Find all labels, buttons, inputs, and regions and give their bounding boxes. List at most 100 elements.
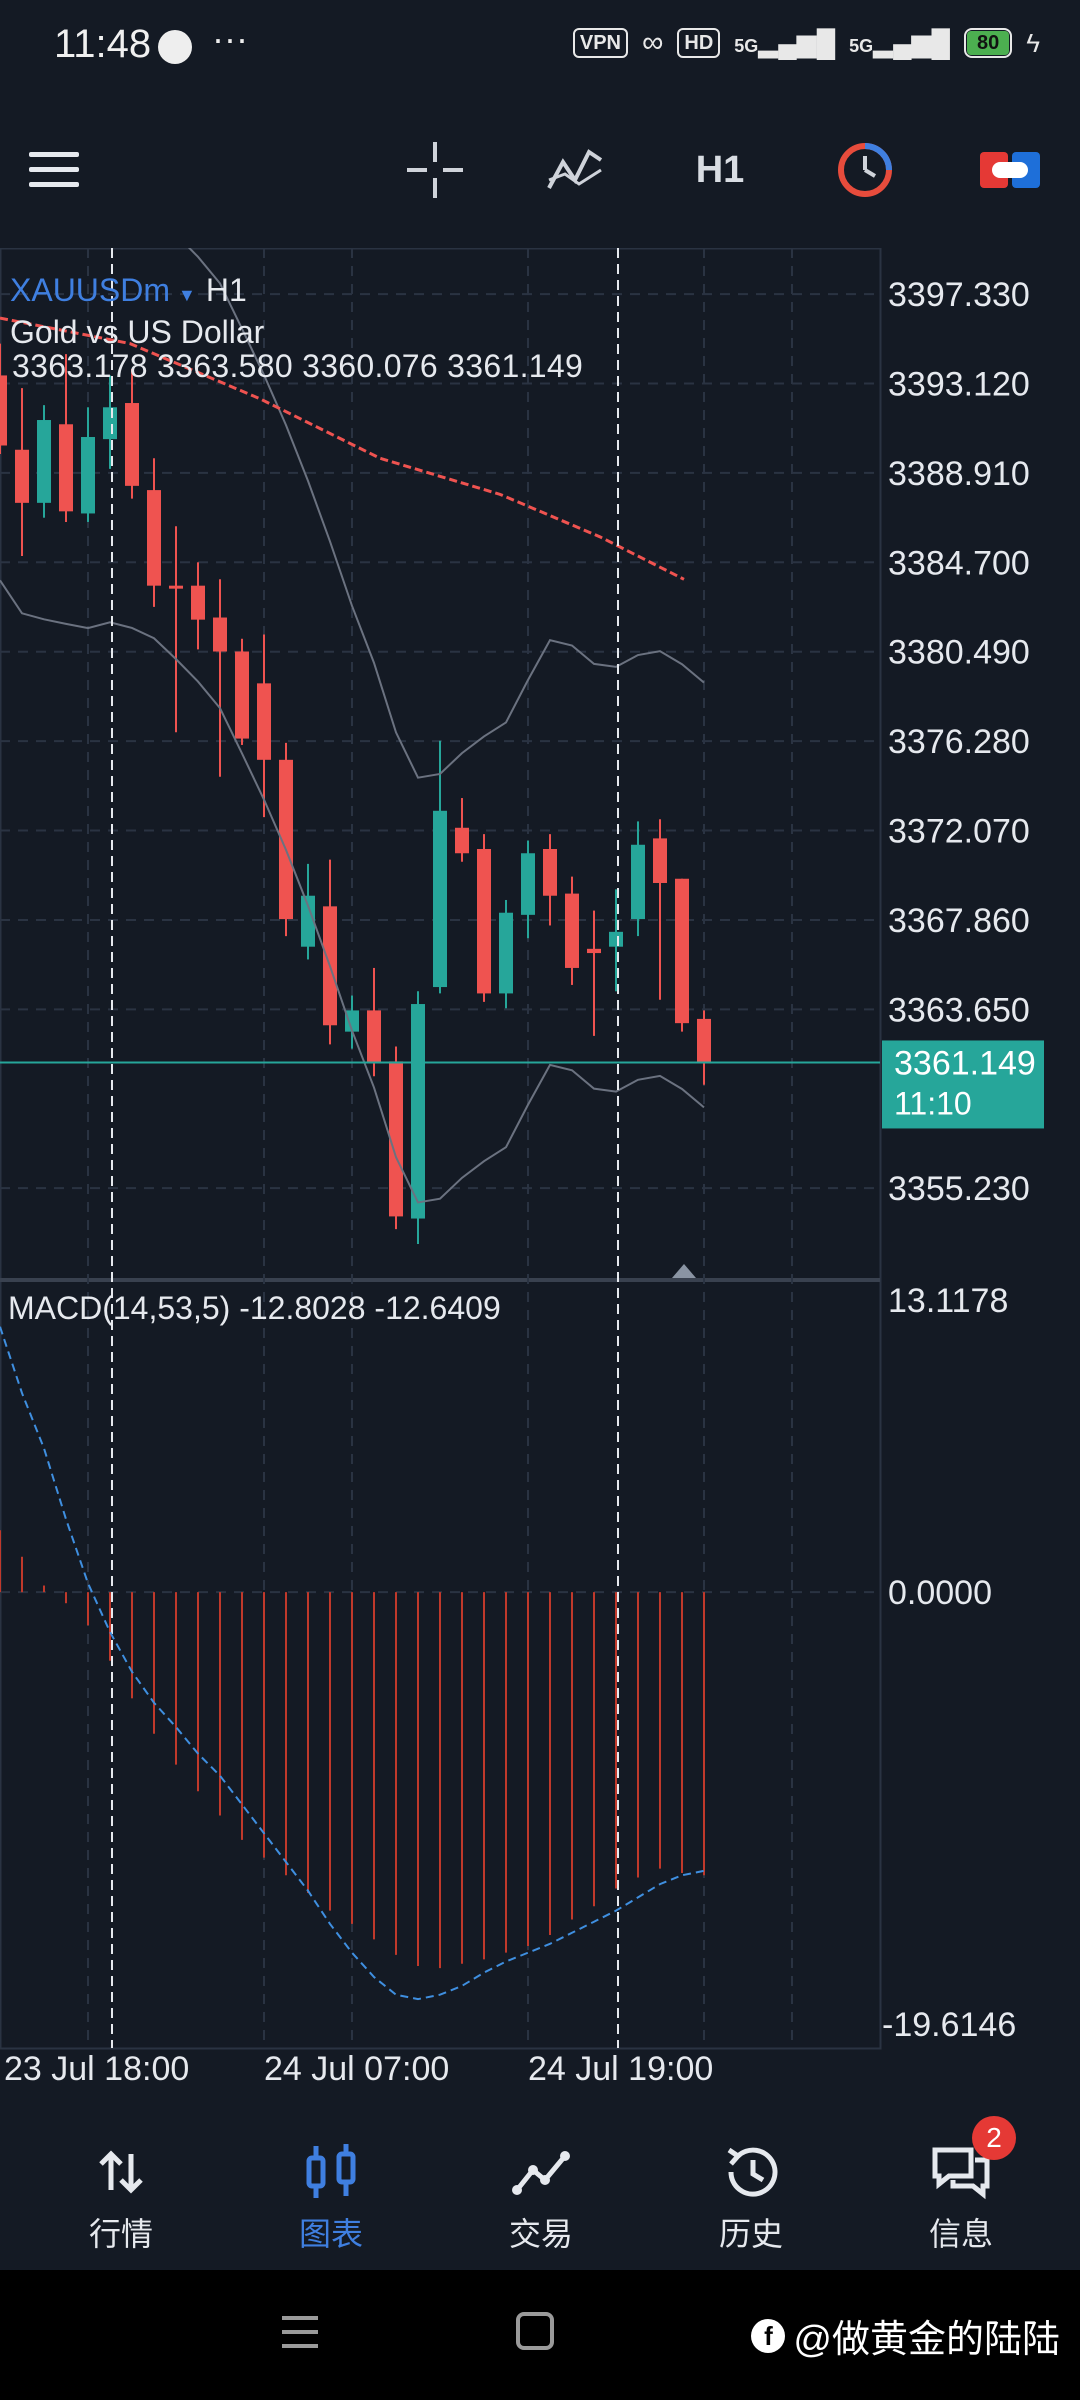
status-bar: 11:48 ··· VPN ∞ HD 5G▂▄▆█ 5G▂▄▆█ 80 ϟ — [0, 0, 1080, 100]
bear-candle[interactable] — [697, 1018, 711, 1064]
upper-band-line — [187, 248, 705, 779]
price-axis-label: 3367.860 — [888, 902, 1030, 940]
symbol-name[interactable]: XAUUSDm — [10, 272, 171, 308]
bull-candle[interactable] — [521, 853, 535, 915]
charging-icon: ϟ — [1026, 27, 1040, 58]
bear-candle[interactable] — [279, 759, 293, 920]
status-indicators: VPN ∞ HD 5G▂▄▆█ 5G▂▄▆█ 80 ϟ — [572, 26, 1040, 60]
crosshair-icon — [407, 142, 463, 198]
chart-icon — [306, 2144, 356, 2198]
bear-candle[interactable] — [235, 651, 249, 739]
bear-candle[interactable] — [389, 1061, 403, 1217]
chart-toolbar: H1 — [0, 110, 1080, 230]
nav-trade-label: 交易 — [508, 2216, 573, 2252]
ohlc-values: 3363.178 3363.580 3360.076 3361.149 — [12, 348, 584, 384]
bear-candle[interactable] — [543, 849, 557, 896]
price-axis-label: 3397.330 — [888, 276, 1030, 314]
status-time: 11:48 — [54, 22, 152, 66]
bear-candle[interactable] — [191, 585, 205, 620]
system-nav-bar — [0, 2270, 1080, 2400]
nav-trade[interactable]: 交易 — [436, 2112, 646, 2270]
bear-candle[interactable] — [213, 617, 227, 652]
bear-candle[interactable] — [0, 375, 7, 446]
macd-signal-line — [0, 1326, 705, 2001]
trade-panel-button[interactable] — [972, 110, 1048, 230]
time-axis-label: 24 Jul 19:00 — [528, 2050, 713, 2088]
symbol-dropdown-icon[interactable]: ▼ — [178, 285, 196, 305]
bull-candle[interactable] — [81, 437, 95, 514]
bull-candle[interactable] — [609, 931, 623, 947]
bull-candle[interactable] — [103, 407, 117, 440]
price-axis-label: 3372.070 — [888, 813, 1030, 851]
net-label-2: 5G — [849, 35, 874, 56]
bear-candle[interactable] — [257, 683, 271, 760]
indicators-icon — [547, 149, 603, 189]
symbol-description: Gold vs US Dollar — [10, 314, 265, 350]
one-click-trading-icon — [838, 143, 892, 197]
scroll-to-end-icon[interactable] — [672, 1264, 696, 1278]
bull-candle[interactable] — [301, 895, 315, 947]
signal-5g-icon-2: 5G▂▄▆█ — [849, 27, 950, 58]
one-click-trading-button[interactable] — [830, 110, 900, 230]
price-chart[interactable]: 3397.330 3393.120 3388.910 3384.700 3380.490… — [0, 248, 1080, 2108]
nav-history-label: 历史 — [718, 2216, 783, 2252]
price-axis-label: 3355.230 — [888, 1170, 1030, 1208]
battery-level: 80 — [966, 31, 1010, 55]
bull-candle[interactable] — [37, 420, 51, 503]
bear-candle[interactable] — [367, 1010, 381, 1064]
home-icon[interactable] — [514, 2310, 558, 2354]
bull-candle[interactable] — [631, 844, 645, 920]
bear-candle[interactable] — [455, 827, 469, 854]
price-axis-label: 3376.280 — [888, 723, 1030, 761]
bull-candle[interactable] — [499, 912, 513, 994]
bear-candle[interactable] — [59, 424, 73, 512]
nav-messages[interactable]: 2 信息 — [856, 2112, 1066, 2270]
weibo-logo-icon: f — [751, 2318, 786, 2353]
quotes-icon — [99, 2150, 143, 2194]
bear-candle[interactable] — [15, 449, 29, 503]
bear-candle[interactable] — [125, 403, 139, 486]
nav-chart[interactable]: 图表 — [226, 2112, 436, 2270]
link-icon: ∞ — [641, 26, 664, 59]
bear-candle[interactable] — [653, 838, 667, 883]
bull-candle[interactable] — [345, 1010, 359, 1032]
trade-icon — [512, 2151, 570, 2195]
lower-band-line — [0, 579, 705, 1204]
current-price-label: 3361.149 — [894, 1044, 1036, 1082]
bear-candle[interactable] — [169, 585, 183, 589]
indicators-button[interactable] — [540, 110, 610, 230]
trade-panel-icon — [980, 152, 1040, 188]
nav-quotes[interactable]: 行情 — [16, 2112, 226, 2270]
bull-candle[interactable] — [433, 810, 447, 988]
symbol-header[interactable]: XAUUSDm ▼ H1 — [10, 272, 247, 309]
bear-candle[interactable] — [477, 849, 491, 994]
price-axis-label: 3384.700 — [888, 544, 1030, 582]
bear-candle[interactable] — [565, 893, 579, 968]
nav-messages-label: 信息 — [928, 2216, 993, 2252]
menu-button[interactable] — [20, 110, 90, 230]
app-notification-icon — [158, 30, 192, 64]
price-axis-label: 3388.910 — [888, 455, 1030, 493]
price-axis-label: 3393.120 — [888, 365, 1030, 403]
price-axis-label: 3380.490 — [888, 634, 1030, 672]
bear-candle[interactable] — [587, 948, 601, 954]
symbol-timeframe: H1 — [205, 272, 247, 308]
bottom-nav: 行情 图表 交易 历史 — [0, 2112, 1080, 2270]
battery-icon: 80 — [963, 28, 1013, 58]
recent-apps-icon[interactable] — [278, 2310, 322, 2354]
watermark: f @做黄金的陆陆 — [751, 2308, 1060, 2363]
macd-axis-label: 13.1178 — [888, 1282, 1008, 1320]
bear-candle[interactable] — [675, 878, 689, 1024]
crosshair-button[interactable] — [400, 110, 470, 230]
watermark-text: @做黄金的陆陆 — [793, 2319, 1060, 2361]
nav-history[interactable]: 历史 — [646, 2112, 856, 2270]
macd-label: MACD(14,53,5) -12.8028 -12.6409 — [8, 1290, 501, 1326]
bear-candle[interactable] — [147, 490, 161, 586]
vpn-icon: VPN — [572, 28, 628, 58]
macd-axis-label: -19.6146 — [882, 2006, 1016, 2044]
timeframe-button[interactable]: H1 — [695, 148, 745, 191]
bull-candle[interactable] — [411, 1004, 425, 1219]
hd-icon: HD — [677, 28, 721, 58]
message-badge: 2 — [972, 2116, 1016, 2160]
chart-area[interactable]: 3397.330 3393.120 3388.910 3384.700 3380.490… — [0, 248, 1080, 2108]
